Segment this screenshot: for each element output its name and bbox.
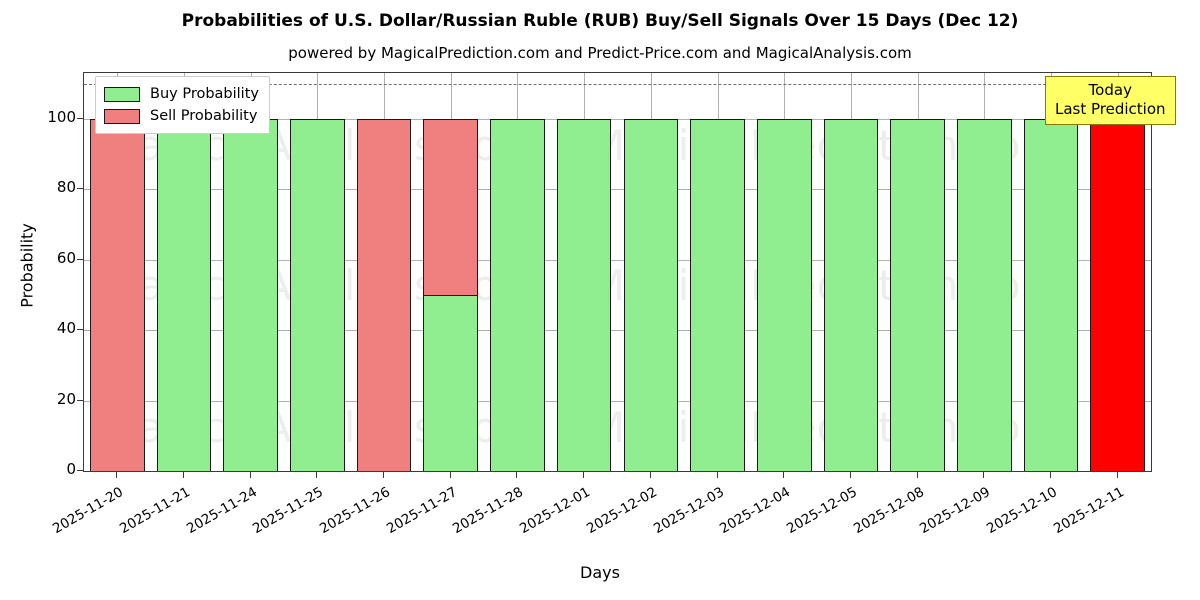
legend-item-buy: Buy Probability	[104, 83, 259, 105]
chart-title: Probabilities of U.S. Dollar/Russian Rub…	[181, 11, 1019, 31]
bar-buy	[1023, 118, 1079, 471]
today-annotation: Today Last Prediction	[1045, 76, 1176, 125]
gridline-horizontal	[84, 471, 1151, 472]
x-axis-tick-mark	[1116, 472, 1118, 478]
x-axis-label: Days	[580, 563, 620, 582]
reference-dashed-line	[84, 83, 1151, 85]
today-annotation-line1: Today	[1088, 81, 1132, 99]
x-axis-tick-mark	[1049, 472, 1051, 478]
bar-sell	[90, 118, 145, 471]
y-axis-tick-label: 20	[56, 389, 76, 408]
y-axis-tick-label: 40	[56, 319, 76, 338]
x-axis-tick-mark	[783, 472, 785, 478]
x-axis-tick-mark	[583, 472, 585, 478]
bar-sell	[1090, 118, 1145, 471]
x-axis-tick-mark	[849, 472, 851, 478]
bar-sell	[356, 118, 412, 471]
legend-swatch-buy	[104, 86, 140, 102]
y-axis-tick-label: 100	[47, 107, 76, 126]
chart-legend: Buy Probability Sell Probability	[95, 76, 270, 134]
bar-buy	[423, 294, 479, 471]
x-axis-tick-mark	[449, 472, 451, 478]
y-axis-tick-label: 0	[66, 460, 76, 478]
bar-buy	[756, 118, 812, 471]
bar-buy	[290, 118, 345, 471]
x-axis-tick-mark	[916, 472, 918, 478]
bar-buy	[956, 118, 1012, 471]
bar-buy	[623, 118, 679, 471]
x-axis-tick-mark	[116, 472, 118, 478]
gridline-horizontal	[84, 330, 1151, 332]
y-axis-tick-mark	[77, 117, 83, 119]
y-axis-tick-mark	[77, 470, 83, 471]
x-axis-tick-mark	[249, 472, 251, 478]
y-axis-tick-mark	[77, 329, 83, 331]
x-axis-tick-mark	[983, 472, 985, 478]
x-axis-tick-mark	[516, 472, 518, 478]
bar-buy	[490, 118, 545, 471]
legend-swatch-sell	[104, 108, 140, 124]
chart-subtitle: powered by MagicalPrediction.com and Pre…	[288, 44, 912, 62]
y-axis-tick-mark	[77, 258, 83, 260]
gridline-horizontal	[84, 189, 1151, 191]
gridline-horizontal	[84, 118, 1151, 120]
bar-buy	[690, 118, 745, 471]
x-axis-tick-mark	[383, 472, 385, 478]
bar-buy	[890, 118, 945, 471]
legend-label-buy: Buy Probability	[150, 86, 259, 102]
x-axis-tick-mark	[716, 472, 718, 478]
y-axis-tick-label: 80	[56, 178, 76, 197]
bar-buy	[156, 118, 212, 471]
bar-sell	[423, 118, 479, 296]
x-axis-tick-mark	[316, 472, 318, 478]
gridline-horizontal	[84, 259, 1151, 261]
bar-buy	[823, 118, 879, 471]
y-axis-tick-mark	[77, 399, 83, 401]
x-axis-tick-mark	[649, 472, 651, 478]
y-axis-tick-mark	[77, 188, 83, 190]
legend-label-sell: Sell Probability	[150, 108, 258, 124]
x-axis-tick-mark	[183, 472, 185, 478]
gridline-horizontal	[84, 400, 1151, 402]
bar-buy	[223, 118, 279, 471]
y-axis-tick-label: 60	[56, 248, 76, 267]
today-annotation-line2: Last Prediction	[1055, 100, 1166, 118]
bar-buy	[556, 118, 612, 471]
legend-item-sell: Sell Probability	[104, 105, 259, 127]
